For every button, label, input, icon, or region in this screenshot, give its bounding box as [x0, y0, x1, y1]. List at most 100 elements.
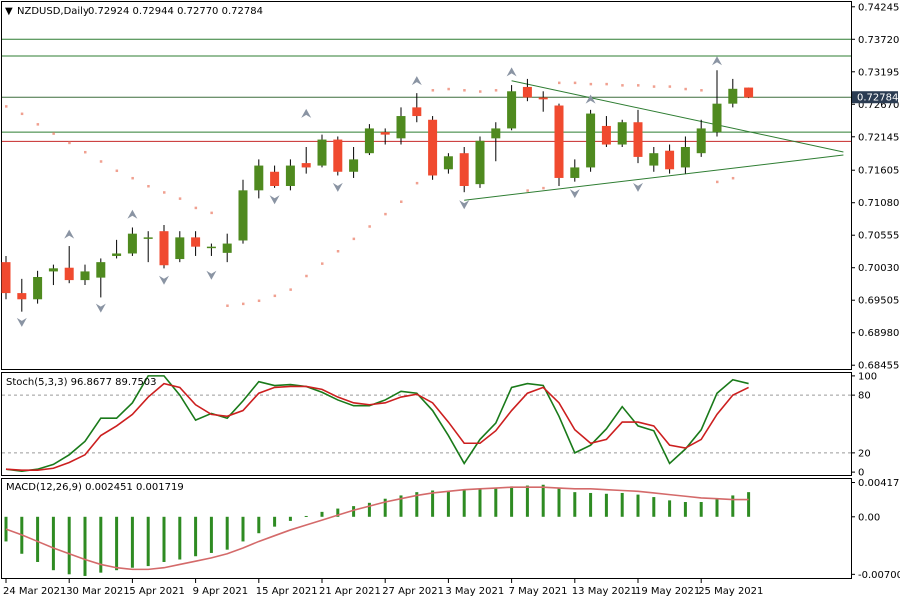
sar-dot	[731, 176, 735, 180]
fractals	[16, 56, 722, 327]
stoch-tick-label: 20	[858, 448, 871, 459]
stoch-main-line	[5, 375, 749, 472]
candle-bear	[301, 163, 311, 168]
sar-dot	[321, 262, 324, 265]
macd-histogram-bar	[83, 516, 87, 576]
x-tick-label: 5 Apr 2021	[129, 586, 184, 597]
candle-bull	[475, 140, 485, 185]
fractal-up-arrow	[411, 76, 422, 86]
candle-bull	[285, 165, 295, 186]
sar-dot	[716, 180, 719, 184]
candle-bull	[728, 88, 738, 104]
collapse-arrow-icon[interactable]: ▼	[5, 6, 13, 17]
macd-tick-label: 0.004172	[858, 478, 900, 489]
fractal-up-arrow	[712, 56, 722, 66]
candle-bull	[143, 237, 153, 239]
stoch-tick-label: 100	[858, 371, 877, 382]
y-tick-label: 0.68980	[858, 328, 899, 339]
macd-histogram-bar	[747, 492, 751, 517]
sar-dot	[684, 87, 687, 91]
candle-bull	[712, 103, 722, 133]
macd-histogram-bar	[446, 491, 450, 517]
x-tick-label: 30 Mar 2021	[66, 586, 129, 597]
sar-dot	[415, 181, 419, 185]
macd-histogram-bar	[146, 516, 150, 567]
macd-histogram-bar	[288, 516, 292, 521]
current-price-tag	[852, 91, 898, 104]
sar-dot	[163, 191, 166, 194]
y-tick-label: 0.70555	[858, 231, 899, 242]
macd-histogram-bar	[620, 492, 624, 517]
fractal-up-arrow	[64, 229, 75, 239]
macd-histogram-bar	[431, 490, 435, 517]
macd-histogram-bar	[399, 495, 403, 517]
macd-histogram-bar	[525, 485, 529, 517]
macd-histogram-bar	[462, 489, 466, 517]
macd-histogram-bar	[541, 484, 545, 517]
macd-histogram-bar	[225, 516, 229, 550]
candle-bull	[96, 262, 106, 278]
candle-bull	[617, 122, 627, 145]
macd-histogram-bar	[241, 516, 245, 542]
macd-histogram-bar	[652, 497, 656, 517]
sar-dot	[147, 185, 150, 188]
x-tick-label: 13 May 2021	[572, 586, 637, 597]
macd-histogram-bar	[178, 516, 182, 560]
candles	[1, 70, 754, 312]
sar-dot	[178, 197, 182, 200]
macd-histogram-bar	[194, 516, 198, 557]
x-tick-label: 15 Apr 2021	[256, 586, 318, 597]
candle-bull	[491, 128, 501, 139]
fractal-down-arrow	[569, 189, 580, 199]
sar-dot	[368, 225, 371, 228]
fractal-up-arrow	[301, 108, 312, 118]
fractal-up-arrow	[506, 67, 517, 77]
macd-histogram-bar	[699, 502, 703, 517]
symbol-label: NZDUSD,Daily	[17, 6, 89, 17]
y-tick-label: 0.72145	[858, 132, 899, 143]
sar-dot	[652, 85, 656, 88]
candle-bull	[175, 237, 185, 260]
candle-bull	[396, 116, 406, 139]
fractal-down-arrow	[95, 303, 106, 313]
macd-histogram-bar	[715, 498, 719, 517]
candle-bull	[317, 139, 327, 166]
fractal-down-arrow	[332, 182, 343, 192]
sar-dot	[257, 299, 261, 303]
macd-panel: 0.004172 0.00 -0.007004	[4, 478, 900, 581]
sar-dot	[273, 294, 277, 298]
candle-bear	[522, 86, 532, 98]
candle-bear	[1, 262, 11, 294]
candle-bear	[412, 107, 422, 117]
candle-bull	[33, 277, 43, 300]
sar-dot	[68, 141, 71, 145]
candle-bull	[206, 246, 216, 249]
sar-dot	[289, 288, 292, 291]
stochastic-panel: 100 80 20 0	[2, 371, 877, 479]
fractal-down-arrow	[206, 270, 217, 280]
candle-bull	[127, 233, 137, 254]
candle-bull	[112, 253, 122, 256]
candle-bear	[459, 153, 469, 186]
x-tick-label: 25 May 2021	[698, 586, 763, 597]
macd-tick-label: -0.007004	[858, 570, 900, 581]
candle-bull	[649, 153, 659, 166]
stoch-panel-frame	[1, 372, 852, 476]
candle-bear	[64, 267, 74, 281]
candle-bull	[696, 128, 706, 154]
fractal-down-arrow	[459, 200, 470, 210]
macd-histogram-bar	[209, 516, 213, 553]
sar-dot	[115, 169, 119, 173]
stoch-tick-label: 80	[858, 391, 871, 402]
macd-histogram-bar	[478, 488, 482, 517]
fractal-down-arrow	[159, 275, 169, 285]
y-tick-label: 0.74245	[858, 2, 899, 13]
macd-histogram-bar	[557, 488, 561, 517]
fractal-down-arrow	[269, 195, 280, 205]
macd-histogram-bar	[668, 500, 672, 517]
sar-dot	[558, 81, 561, 85]
macd-histogram-bar	[352, 506, 356, 517]
ohlc-label: 0.72924 0.72944 0.72770 0.72784	[88, 6, 263, 17]
candle-bear	[601, 125, 611, 145]
